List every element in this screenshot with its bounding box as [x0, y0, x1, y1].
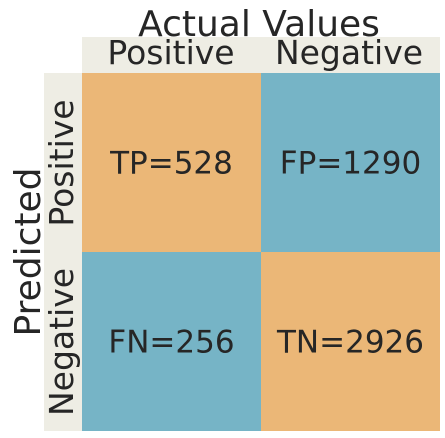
heatmap-cell-fn — [82, 252, 261, 431]
heatmap-cell-fp — [261, 73, 440, 252]
x-axis-band — [82, 37, 440, 73]
heatmap-cell-tp — [82, 73, 261, 252]
y-axis-label: Predicted — [8, 168, 49, 337]
y-tick-label-positive: Positive — [42, 99, 81, 226]
heatmap-cells: TP=528 FP=1290 FN=256 TN=2926 — [82, 73, 440, 431]
cell-label-tp: TP=528 — [109, 146, 233, 182]
x-tick-label-positive: Positive — [107, 33, 234, 72]
heatmap-cell-tn — [261, 252, 440, 431]
x-tick-label-negative: Negative — [275, 33, 423, 72]
y-tick-label-negative: Negative — [42, 268, 81, 416]
cell-label-fn: FN=256 — [108, 325, 234, 361]
cell-label-fp: FP=1290 — [280, 146, 421, 182]
chart-title: Actual Values — [138, 4, 380, 45]
y-axis-band — [44, 73, 82, 431]
cell-label-tn: TN=2926 — [276, 325, 424, 361]
